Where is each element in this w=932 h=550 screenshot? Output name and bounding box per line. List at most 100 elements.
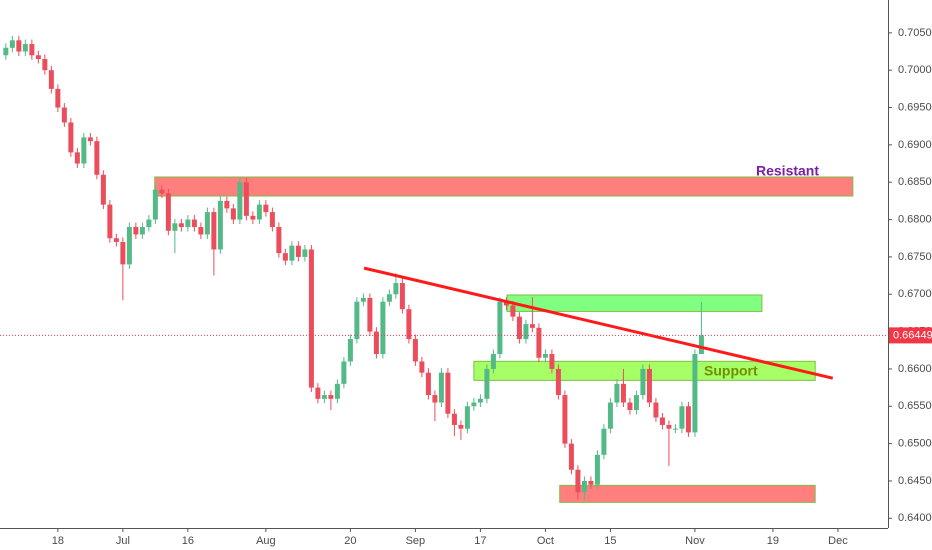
candle-body xyxy=(107,204,113,239)
candle-body xyxy=(334,383,340,399)
candle-body xyxy=(451,413,457,425)
candle-body xyxy=(607,402,613,429)
candle-body xyxy=(308,249,314,388)
candle-body xyxy=(113,238,119,242)
candle-body xyxy=(250,215,256,220)
candle-body xyxy=(380,301,386,354)
candle-body xyxy=(100,174,106,205)
candle-body xyxy=(471,402,477,407)
candle-body xyxy=(29,44,35,56)
candle-body xyxy=(165,193,171,231)
candle-body xyxy=(328,395,334,399)
candle-body xyxy=(211,212,217,250)
candle-body xyxy=(263,204,269,213)
candle-body xyxy=(477,398,483,403)
candle-body xyxy=(633,395,639,411)
candle-body xyxy=(126,227,132,265)
candle-body xyxy=(373,331,379,354)
candle-body xyxy=(412,339,418,362)
y-tick-label: 0.70500 xyxy=(898,27,932,39)
x-tick-label: Oct xyxy=(537,535,554,547)
candle-body xyxy=(438,372,444,403)
candle-body xyxy=(256,204,262,220)
candle-body xyxy=(217,200,223,250)
candle-body xyxy=(139,227,145,235)
candle-body xyxy=(178,223,184,228)
candle-body xyxy=(146,219,152,228)
candle-body xyxy=(562,395,568,444)
candle-body xyxy=(159,189,165,194)
candle-body xyxy=(685,406,691,433)
candle-body xyxy=(81,137,87,164)
candle-body xyxy=(399,283,405,310)
candle-body xyxy=(575,469,581,493)
x-tick-label: Aug xyxy=(256,535,276,547)
candle-body xyxy=(61,107,67,123)
last-price-label: 0.66449 xyxy=(893,329,932,341)
candle-body xyxy=(315,387,321,399)
x-tick-label: Dec xyxy=(828,535,848,547)
candle-body xyxy=(152,189,158,220)
annotation: Resistant xyxy=(756,163,819,179)
candle-body xyxy=(588,480,594,485)
candle-body xyxy=(360,297,366,302)
candle-body xyxy=(627,402,633,411)
candle-body xyxy=(321,395,327,399)
candle-body xyxy=(230,208,236,220)
candle-body xyxy=(568,443,574,470)
candle-body xyxy=(581,480,587,493)
candle-body xyxy=(536,327,542,358)
candle-body xyxy=(406,309,412,340)
candle-body xyxy=(185,219,191,228)
candle-body xyxy=(458,424,464,429)
x-tick-label: 18 xyxy=(52,535,64,547)
candle-body xyxy=(594,454,600,485)
last-price-box xyxy=(889,327,932,344)
candle-body xyxy=(354,301,360,340)
candle-body xyxy=(646,368,652,403)
candle-body xyxy=(601,428,607,455)
candle-body xyxy=(367,297,373,332)
candle-body xyxy=(276,227,282,254)
candle-body xyxy=(672,428,678,430)
candle-body xyxy=(347,339,353,362)
candle-body xyxy=(692,353,698,433)
x-tick-label: 19 xyxy=(767,535,779,547)
candle-body xyxy=(133,227,139,235)
candle-body xyxy=(204,212,210,235)
candle-body xyxy=(503,301,509,306)
zone xyxy=(559,484,816,503)
x-tick-label: Sep xyxy=(406,535,426,547)
candle-body xyxy=(48,70,54,89)
candle-body xyxy=(425,372,431,396)
candle-body xyxy=(549,353,555,369)
candle-body xyxy=(393,283,399,295)
candle-body xyxy=(497,301,503,354)
candle-body xyxy=(3,47,9,56)
candle-body xyxy=(74,152,80,164)
candle-body xyxy=(620,383,626,403)
candle-body xyxy=(243,182,249,216)
x-tick-label: 17 xyxy=(474,535,486,547)
candle-body xyxy=(191,219,197,228)
candle-body xyxy=(269,212,275,228)
candle-body xyxy=(555,368,561,396)
candle-body xyxy=(679,406,685,429)
candle-body xyxy=(16,40,22,52)
candle-body xyxy=(542,353,548,358)
candle-body xyxy=(698,335,704,354)
x-tick-label: 16 xyxy=(182,535,194,547)
x-tick-label: Nov xyxy=(685,535,705,547)
candle-body xyxy=(224,200,230,209)
candle-body xyxy=(289,245,295,261)
candle-body xyxy=(55,88,61,108)
